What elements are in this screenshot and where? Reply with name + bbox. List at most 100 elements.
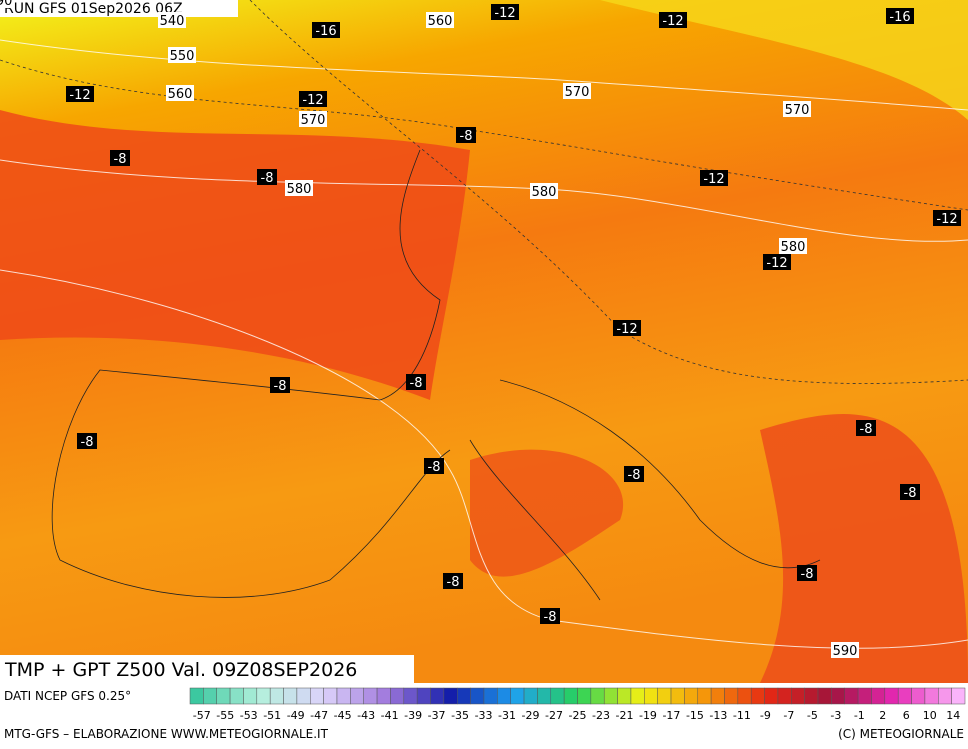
height-label: 550 [170, 49, 195, 64]
legend-swatch [897, 687, 912, 705]
temp-label-box [270, 377, 290, 393]
legend-swatch [791, 687, 805, 705]
temp-label: -8 [261, 171, 274, 186]
legend-swatch [416, 687, 431, 705]
legend-source: DATI NCEP GFS 0.25° [4, 689, 131, 703]
legend-label: -35 [451, 709, 469, 722]
legend-label: -29 [522, 709, 540, 722]
temp-label: -12 [703, 172, 724, 187]
legend-swatch [777, 687, 792, 705]
legend-swatch [229, 687, 244, 705]
legend-swatch [938, 687, 952, 705]
legend-swatch [924, 687, 939, 705]
temp-label-box [763, 254, 791, 270]
legend-swatch [871, 687, 886, 705]
temp-label: -8 [801, 567, 814, 582]
legend-swatch [470, 687, 485, 705]
legend-swatch [684, 687, 699, 705]
legend-swatch [523, 687, 538, 705]
legend-label: -51 [263, 709, 281, 722]
temp-label: -12 [616, 322, 637, 337]
cool-area [600, 0, 968, 120]
temp-label-box [540, 608, 560, 624]
legend-swatch [630, 687, 645, 705]
legend-label: 10 [923, 709, 937, 722]
warm-area [470, 449, 624, 577]
legend-swatch [363, 687, 378, 705]
legend-label: -45 [334, 709, 352, 722]
legend-swatch [697, 687, 712, 705]
legend-swatch [884, 687, 899, 705]
height-label: 570 [301, 113, 326, 128]
legend-swatch [456, 687, 471, 705]
temp-label: -12 [302, 93, 323, 108]
temp-label-box [624, 466, 644, 482]
temp-label-box [77, 433, 97, 449]
temp-label: -12 [936, 212, 957, 227]
legend-label: -1 [854, 709, 865, 722]
legend-swatch [590, 687, 605, 705]
temp-label-box [257, 169, 277, 185]
legend-label: -11 [733, 709, 751, 722]
legend-label: -47 [310, 709, 328, 722]
temp-label: -8 [628, 468, 641, 483]
legend-label: -37 [428, 709, 446, 722]
legend-swatch [710, 687, 725, 705]
temp-label: -8 [447, 575, 460, 590]
height-label-box [779, 238, 807, 254]
height-label-box [168, 47, 196, 63]
legend-swatch [510, 687, 525, 705]
run-label: RUN GFS 01Sep2026 06Z [4, 1, 183, 17]
height-label-box [783, 101, 811, 117]
legend-swatch [617, 687, 632, 705]
warm-area [0, 110, 470, 400]
legend-label: -13 [709, 709, 727, 722]
temp-label-box [900, 484, 920, 500]
warm-area [760, 414, 968, 683]
height-label: 590 [0, 0, 12, 9]
legend-swatch [764, 687, 779, 705]
legend-label: -21 [615, 709, 633, 722]
temp-label: -8 [860, 422, 873, 437]
temp-label-box [66, 86, 94, 102]
legend-swatch [203, 687, 217, 705]
temp-label: -8 [410, 376, 423, 391]
temp-label: -16 [315, 24, 336, 39]
temp-label-box [312, 22, 340, 38]
legend-swatch [844, 687, 859, 705]
legend-swatch [951, 687, 966, 705]
legend-swatch [644, 687, 658, 705]
height-label: 580 [532, 185, 557, 200]
legend-swatch [497, 687, 511, 705]
height-label-box [166, 85, 194, 101]
height-label: 580 [781, 240, 806, 255]
legend-label: -41 [381, 709, 399, 722]
legend-label: 14 [946, 709, 960, 722]
temp-label: -8 [274, 379, 287, 394]
height-label: 570 [785, 103, 810, 118]
temp-label: -8 [114, 152, 127, 167]
temp-label-box [299, 91, 327, 107]
legend-swatch [537, 687, 552, 705]
legend-swatch [243, 687, 258, 705]
temp-label-box [456, 127, 476, 143]
temp-label-box [659, 12, 687, 28]
temp-label-box [886, 8, 914, 24]
legend-swatch [283, 687, 298, 705]
legend-swatch [563, 687, 578, 705]
legend-label: -3 [830, 709, 841, 722]
legend-label: -31 [498, 709, 516, 722]
legend-label: -49 [287, 709, 305, 722]
temp-label: -8 [544, 610, 557, 625]
legend-swatch [670, 687, 685, 705]
legend-swatch [296, 687, 311, 705]
legend-swatch [430, 687, 445, 705]
temp-label-box [797, 565, 817, 581]
height-label-box [530, 183, 558, 199]
temp-label: -12 [494, 6, 515, 21]
legend-label: -9 [760, 709, 771, 722]
legend-swatch [189, 687, 204, 705]
temp-label: -8 [904, 486, 917, 501]
height-label-box [299, 111, 327, 127]
legend-label: -27 [545, 709, 563, 722]
